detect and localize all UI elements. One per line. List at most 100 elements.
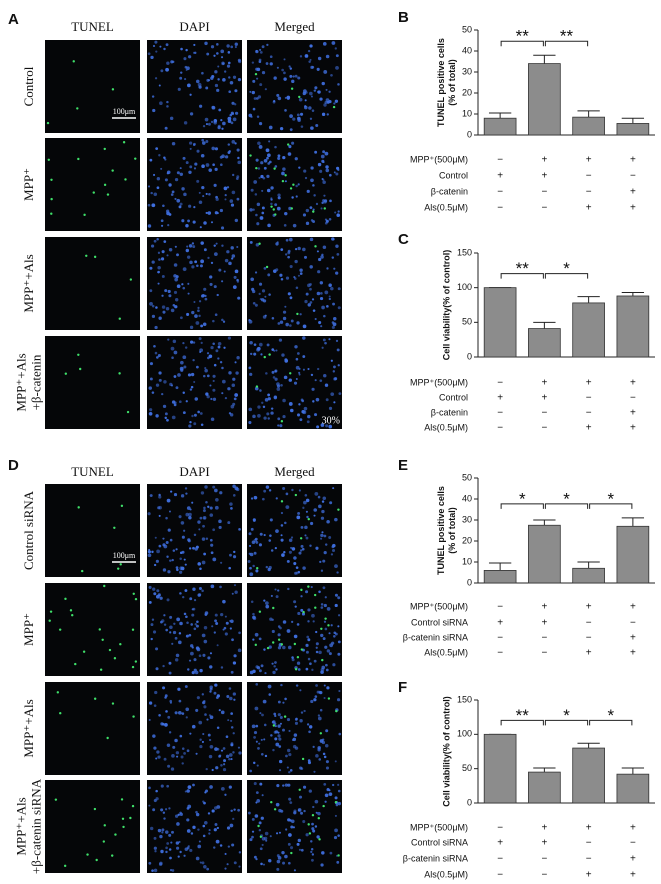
nucleus bbox=[230, 719, 233, 722]
nucleus bbox=[324, 627, 328, 631]
nucleus bbox=[325, 168, 330, 173]
nucleus bbox=[164, 178, 168, 182]
nucleus bbox=[202, 800, 205, 803]
nucleus bbox=[282, 398, 286, 403]
nucleus bbox=[311, 298, 315, 301]
nucleus bbox=[199, 104, 203, 108]
nucleus bbox=[321, 112, 326, 117]
nucleus bbox=[267, 684, 272, 689]
nucleus bbox=[208, 832, 211, 835]
nucleus bbox=[197, 306, 200, 309]
nucleus bbox=[224, 793, 227, 796]
nucleus bbox=[312, 805, 315, 809]
nucleus bbox=[158, 493, 161, 497]
nucleus bbox=[256, 77, 259, 80]
nucleus bbox=[309, 301, 313, 304]
nucleus bbox=[303, 709, 306, 713]
nucleus bbox=[172, 549, 176, 552]
nucleus bbox=[227, 151, 231, 154]
nucleus bbox=[273, 76, 277, 80]
nucleus bbox=[310, 166, 314, 170]
nucleus bbox=[331, 41, 336, 45]
nucleus bbox=[230, 507, 233, 510]
apoptotic-cell bbox=[259, 835, 263, 838]
nucleus bbox=[291, 620, 294, 623]
nucleus bbox=[149, 158, 153, 162]
nucleus bbox=[315, 646, 318, 649]
nucleus bbox=[193, 627, 197, 631]
apoptotic-cell bbox=[129, 816, 132, 820]
apoptotic-cell bbox=[321, 658, 324, 662]
apoptotic-cell bbox=[249, 154, 252, 157]
nucleus bbox=[263, 158, 268, 163]
nucleus bbox=[222, 78, 226, 82]
apoptotic-cell bbox=[118, 317, 121, 320]
nucleus bbox=[155, 383, 160, 387]
nucleus bbox=[221, 379, 226, 384]
nucleus bbox=[176, 253, 179, 257]
nucleus bbox=[334, 796, 338, 800]
nucleus bbox=[334, 603, 338, 608]
nucleus bbox=[212, 342, 215, 345]
nucleus bbox=[162, 404, 167, 409]
nucleus bbox=[337, 306, 341, 310]
nucleus bbox=[315, 684, 318, 687]
nucleus bbox=[256, 202, 261, 207]
micrograph bbox=[247, 138, 342, 231]
nucleus bbox=[167, 224, 170, 227]
nucleus bbox=[269, 534, 272, 537]
nucleus bbox=[227, 116, 232, 121]
apoptotic-cell bbox=[58, 628, 62, 631]
nucleus bbox=[234, 103, 237, 106]
nucleus bbox=[299, 418, 303, 422]
nucleus bbox=[262, 405, 266, 409]
nucleus bbox=[150, 55, 154, 60]
nucleus bbox=[335, 339, 339, 343]
nucleus bbox=[256, 799, 261, 803]
condition-name: Als(0.5μM) bbox=[424, 647, 468, 657]
nucleus bbox=[230, 246, 234, 250]
apoptotic-cell bbox=[314, 606, 317, 609]
apoptotic-cell bbox=[320, 627, 323, 631]
nucleus bbox=[251, 90, 256, 95]
nucleus bbox=[282, 861, 286, 865]
nucleus bbox=[182, 156, 186, 160]
condition-sign: + bbox=[630, 602, 636, 613]
nucleus bbox=[297, 611, 301, 616]
nucleus bbox=[147, 550, 151, 554]
nucleus bbox=[312, 220, 316, 223]
nucleus bbox=[299, 272, 303, 275]
nucleus bbox=[203, 517, 206, 520]
nucleus bbox=[175, 841, 180, 845]
nucleus bbox=[230, 111, 234, 115]
nucleus bbox=[179, 570, 183, 574]
nucleus bbox=[210, 417, 215, 421]
nucleus bbox=[337, 625, 340, 628]
nucleus bbox=[183, 558, 186, 561]
apoptotic-cell bbox=[120, 504, 124, 508]
micrograph-background bbox=[147, 40, 242, 133]
nucleus bbox=[271, 662, 274, 665]
nucleus bbox=[212, 485, 216, 489]
condition-sign: − bbox=[497, 854, 503, 865]
nucleus bbox=[284, 180, 287, 183]
micrograph bbox=[247, 682, 342, 775]
nucleus bbox=[191, 613, 195, 617]
nucleus bbox=[212, 163, 215, 167]
nucleus bbox=[230, 404, 235, 409]
nucleus bbox=[156, 186, 160, 190]
nucleus bbox=[199, 516, 203, 520]
nucleus bbox=[264, 398, 269, 402]
nucleus bbox=[201, 537, 206, 541]
condition-sign: + bbox=[630, 155, 636, 166]
nucleus bbox=[195, 752, 198, 755]
apoptotic-cell bbox=[289, 187, 293, 190]
nucleus bbox=[252, 616, 257, 621]
nucleus bbox=[323, 551, 327, 555]
nucleus bbox=[230, 121, 234, 125]
column-header: TUNEL bbox=[71, 19, 114, 34]
nucleus bbox=[201, 138, 205, 142]
apoptotic-cell bbox=[280, 420, 284, 423]
nucleus bbox=[259, 532, 263, 536]
